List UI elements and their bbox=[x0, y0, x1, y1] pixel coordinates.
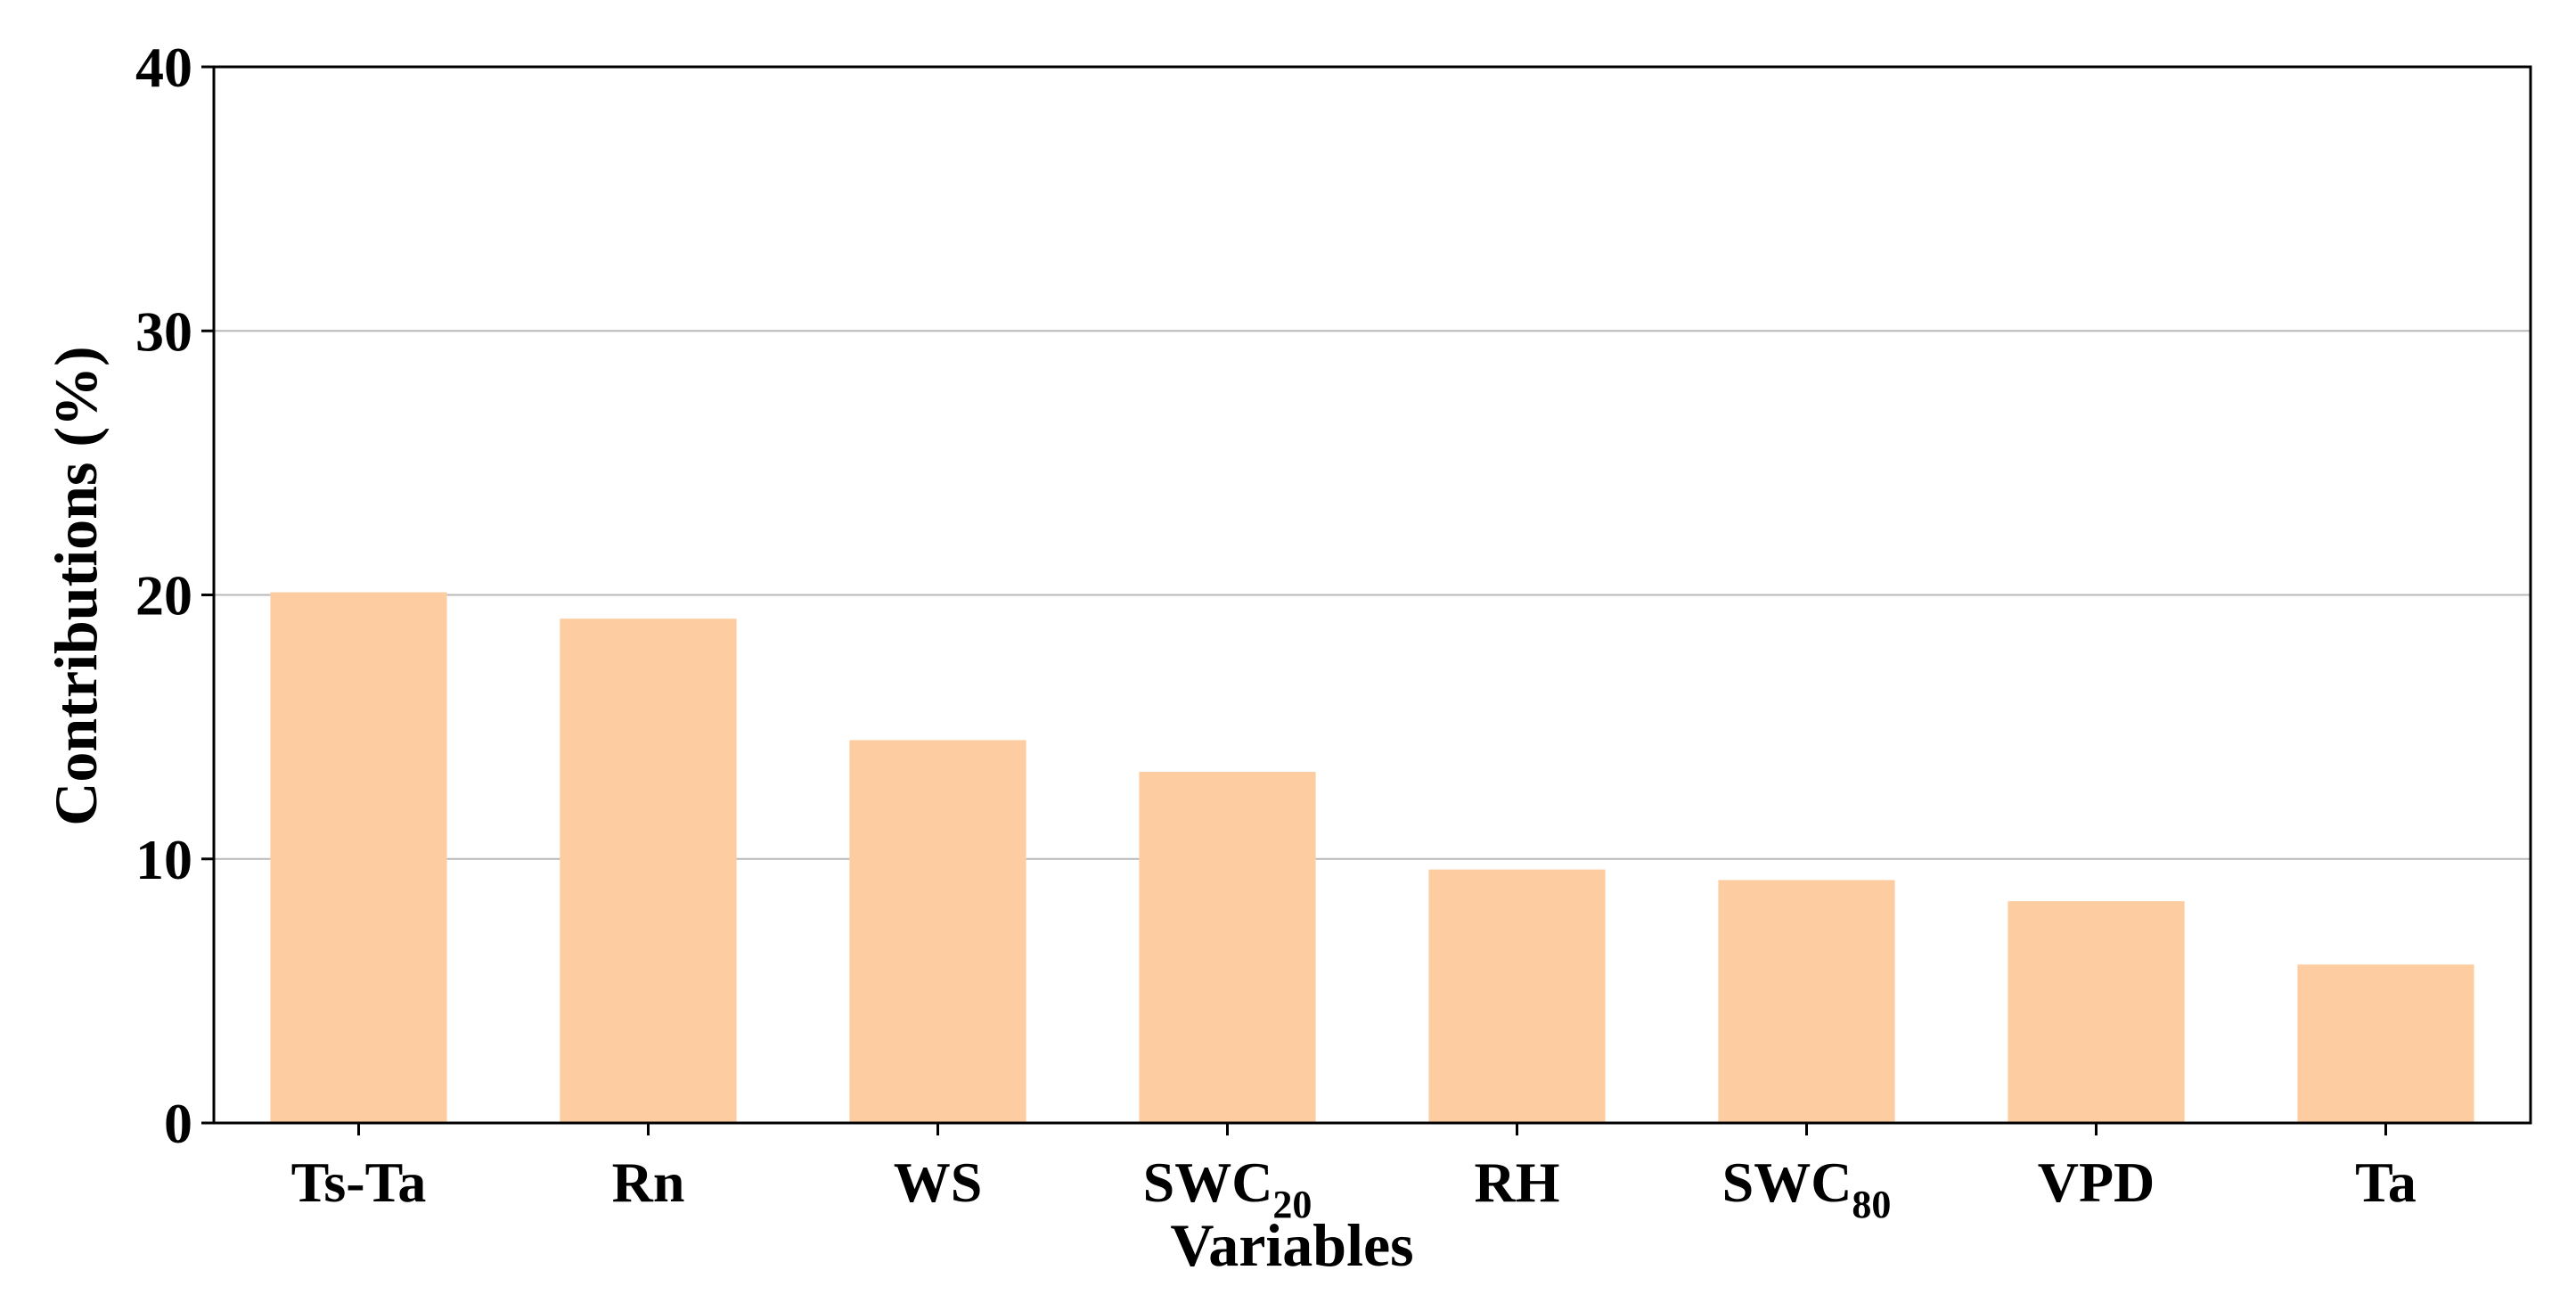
bar-ts-ta bbox=[270, 592, 447, 1123]
y-tick-label: 0 bbox=[164, 1092, 192, 1155]
x-tick-label-text: Ta bbox=[2355, 1151, 2417, 1214]
x-tick-label-text: Rn bbox=[612, 1151, 685, 1214]
bar-rn bbox=[560, 619, 737, 1123]
x-axis-title: Variables bbox=[1170, 1211, 1413, 1279]
bar-vpd bbox=[2008, 901, 2185, 1123]
y-tick-label: 10 bbox=[135, 828, 192, 891]
x-tick-label: Ts-Ta bbox=[291, 1151, 427, 1214]
bar-ws bbox=[849, 740, 1026, 1123]
x-tick-label: Ta bbox=[2355, 1151, 2417, 1214]
x-tick-label-text: VPD bbox=[2038, 1151, 2155, 1214]
bars bbox=[270, 592, 2474, 1123]
x-tick-label: VPD bbox=[2038, 1151, 2155, 1214]
bar-ta bbox=[2297, 964, 2474, 1123]
x-tick-label-text: SWC bbox=[1143, 1151, 1273, 1214]
x-tick-label: SWC20 bbox=[1143, 1151, 1313, 1226]
x-tick-label-text: SWC bbox=[1722, 1151, 1852, 1214]
x-tick-label-subscript: 20 bbox=[1272, 1183, 1312, 1226]
y-tick-label: 20 bbox=[135, 564, 192, 627]
x-tick-label: SWC80 bbox=[1722, 1151, 1892, 1226]
bar-rh bbox=[1428, 869, 1606, 1123]
x-tick-label-text: RH bbox=[1475, 1151, 1560, 1214]
y-tick-label: 40 bbox=[135, 36, 192, 99]
x-tick-label-text: Ts-Ta bbox=[291, 1151, 427, 1214]
x-tick-label-subscript: 80 bbox=[1852, 1183, 1891, 1226]
x-axis: Ts-Ta Rn WS SWC20 RH SWC80 VPD Ta bbox=[291, 1123, 2417, 1226]
bar-swc80 bbox=[1718, 880, 1895, 1123]
bar-swc20 bbox=[1139, 771, 1316, 1123]
y-tick-label: 30 bbox=[135, 299, 192, 363]
x-tick-label: WS bbox=[894, 1151, 983, 1214]
y-axis-title: Contributions (%) bbox=[42, 346, 110, 825]
y-axis: 0 10 20 30 40 bbox=[135, 36, 214, 1155]
x-tick-label: Rn bbox=[612, 1151, 685, 1214]
x-tick-label-text: WS bbox=[894, 1151, 983, 1214]
x-tick-label: RH bbox=[1475, 1151, 1560, 1214]
